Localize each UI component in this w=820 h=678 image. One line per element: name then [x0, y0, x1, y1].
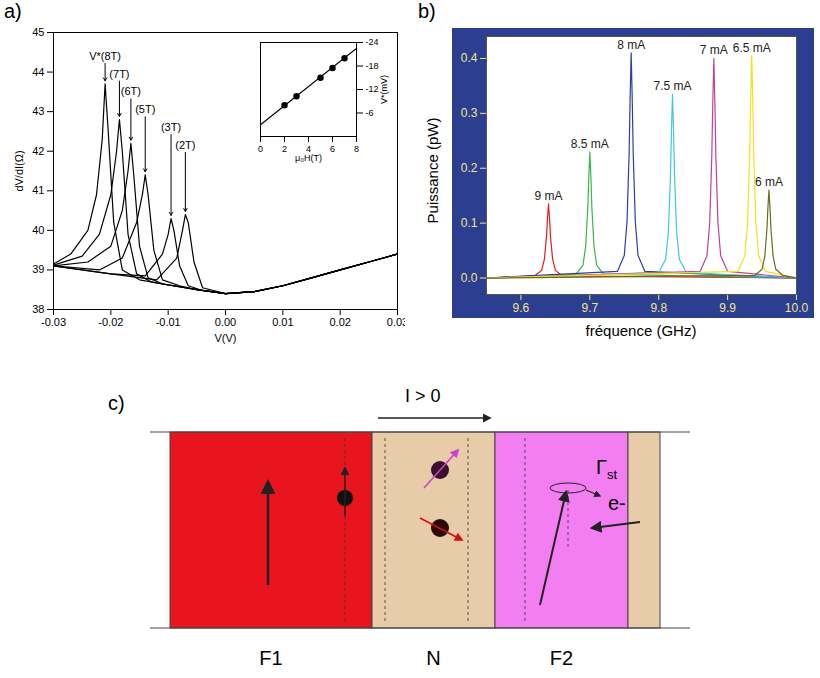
svg-text:-0.02: -0.02: [98, 316, 123, 328]
svg-text:0: 0: [258, 144, 263, 154]
svg-text:9.7: 9.7: [581, 301, 598, 315]
svg-text:V*(mV): V*(mV): [379, 75, 389, 104]
svg-text:9.6: 9.6: [513, 301, 530, 315]
svg-text:0.3: 0.3: [461, 106, 478, 120]
svg-text:8.5 mA: 8.5 mA: [571, 137, 609, 151]
svg-text:Γst: Γst: [596, 456, 618, 482]
svg-text:I > 0: I > 0: [405, 386, 441, 406]
svg-text:V*(8T): V*(8T): [89, 50, 121, 62]
svg-text:6 mA: 6 mA: [755, 175, 783, 189]
svg-text:0.1: 0.1: [461, 216, 478, 230]
svg-text:-0.01: -0.01: [156, 316, 181, 328]
svg-text:38: 38: [32, 303, 44, 315]
svg-text:45: 45: [32, 26, 44, 38]
svg-text:c): c): [108, 392, 125, 414]
svg-text:2: 2: [282, 144, 287, 154]
svg-text:40: 40: [32, 224, 44, 236]
html-text:b): b): [418, 0, 436, 22]
svg-text:0.2: 0.2: [461, 161, 478, 175]
svg-text:-12: -12: [366, 84, 379, 94]
svg-text:(2T): (2T): [175, 139, 195, 151]
svg-text:41: 41: [32, 184, 44, 196]
svg-text:0.00: 0.00: [215, 316, 236, 328]
svg-text:(7T): (7T): [109, 68, 129, 80]
svg-text:39: 39: [32, 263, 44, 275]
svg-text:9 mA: 9 mA: [534, 189, 562, 203]
svg-text:6: 6: [330, 144, 335, 154]
svg-text:F1: F1: [259, 647, 282, 669]
svg-text:(6T): (6T): [121, 85, 141, 97]
svg-text:dV/dI(Ω): dV/dI(Ω): [13, 150, 25, 191]
html-text:fréquence (GHz): fréquence (GHz): [585, 322, 697, 339]
svg-text:44: 44: [32, 66, 44, 78]
svg-text:N: N: [426, 647, 440, 669]
svg-text:42: 42: [32, 145, 44, 157]
svg-text:4: 4: [306, 143, 311, 154]
svg-text:V(V): V(V): [215, 332, 237, 344]
svg-text:-24: -24: [366, 37, 379, 47]
svg-text:10.0: 10.0: [785, 301, 809, 315]
svg-text:0.01: 0.01: [272, 316, 293, 328]
svg-text:8: 8: [354, 144, 359, 154]
svg-text:0.02: 0.02: [329, 316, 350, 328]
svg-text:F2: F2: [550, 647, 573, 669]
svg-text:e-: e-: [608, 492, 626, 514]
svg-text:7.5 mA: 7.5 mA: [653, 79, 691, 93]
svg-text:9.9: 9.9: [719, 301, 736, 315]
svg-text:-0.03: -0.03: [41, 316, 66, 328]
html-text:Puissance (pW): Puissance (pW): [423, 117, 441, 224]
svg-text:(5T): (5T): [135, 103, 155, 115]
svg-text:7 mA: 7 mA: [700, 43, 728, 57]
svg-text:(3T): (3T): [161, 121, 181, 133]
svg-text:9.8: 9.8: [650, 301, 667, 315]
svg-text:0.03: 0.03: [387, 316, 405, 328]
svg-text:6.5 mA: 6.5 mA: [733, 41, 771, 55]
svg-text:0.0: 0.0: [461, 271, 478, 285]
svg-text:μ₀H(T): μ₀H(T): [295, 153, 322, 163]
html-text:a): a): [4, 0, 22, 22]
svg-text:-6: -6: [366, 108, 374, 118]
svg-text:0.4: 0.4: [461, 51, 478, 65]
svg-text:8 mA: 8 mA: [617, 38, 645, 52]
svg-text:-18: -18: [366, 61, 379, 71]
svg-text:43: 43: [32, 105, 44, 117]
